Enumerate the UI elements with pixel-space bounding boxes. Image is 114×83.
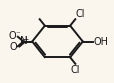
Text: O: O [9, 31, 16, 42]
Text: Cl: Cl [70, 65, 80, 75]
Text: O: O [9, 42, 17, 52]
Text: +: + [22, 35, 29, 44]
Text: ⁻: ⁻ [15, 30, 20, 39]
Text: N: N [19, 36, 27, 46]
Text: Cl: Cl [75, 9, 84, 19]
Text: OH: OH [93, 37, 108, 46]
